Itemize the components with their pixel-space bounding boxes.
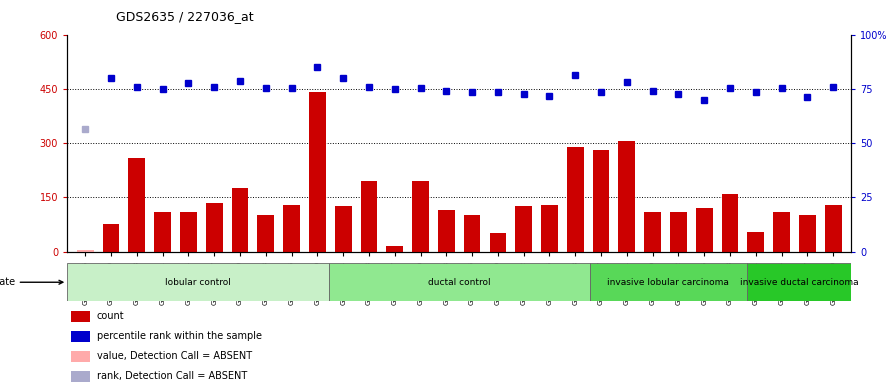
Text: value, Detection Call = ABSENT: value, Detection Call = ABSENT bbox=[97, 351, 252, 361]
Bar bbox=[71, 331, 90, 342]
Bar bbox=[592, 150, 609, 252]
Bar bbox=[231, 188, 248, 252]
Bar bbox=[773, 212, 790, 252]
Text: ductal control: ductal control bbox=[428, 278, 490, 287]
Bar bbox=[412, 181, 429, 252]
Text: invasive ductal carcinoma: invasive ductal carcinoma bbox=[739, 278, 858, 287]
Bar bbox=[515, 206, 532, 252]
Bar bbox=[206, 203, 222, 252]
Bar bbox=[644, 212, 661, 252]
Bar bbox=[386, 246, 403, 252]
Text: GDS2635 / 227036_at: GDS2635 / 227036_at bbox=[116, 10, 254, 23]
Bar bbox=[180, 212, 197, 252]
Bar bbox=[71, 371, 90, 382]
Bar bbox=[799, 215, 815, 252]
Text: invasive lobular carcinoma: invasive lobular carcinoma bbox=[607, 278, 729, 287]
Bar bbox=[824, 205, 841, 252]
Bar bbox=[747, 232, 764, 252]
Bar bbox=[464, 215, 480, 252]
Bar bbox=[257, 215, 274, 252]
Bar bbox=[590, 263, 746, 301]
Bar bbox=[696, 208, 712, 252]
Bar bbox=[154, 212, 171, 252]
Bar bbox=[67, 263, 329, 301]
Bar bbox=[103, 224, 119, 252]
Bar bbox=[329, 263, 590, 301]
Bar bbox=[283, 205, 300, 252]
Text: percentile rank within the sample: percentile rank within the sample bbox=[97, 331, 262, 341]
Bar bbox=[71, 351, 90, 362]
Bar bbox=[567, 147, 583, 252]
Text: disease state: disease state bbox=[0, 277, 63, 287]
Bar bbox=[335, 206, 351, 252]
Bar bbox=[541, 205, 558, 252]
Text: count: count bbox=[97, 311, 125, 321]
Bar bbox=[77, 250, 94, 252]
Bar bbox=[489, 233, 506, 252]
Bar bbox=[670, 212, 687, 252]
Bar bbox=[618, 141, 635, 252]
Bar bbox=[128, 157, 145, 252]
Bar bbox=[71, 311, 90, 322]
Bar bbox=[360, 181, 377, 252]
Text: rank, Detection Call = ABSENT: rank, Detection Call = ABSENT bbox=[97, 371, 247, 381]
Bar bbox=[746, 263, 851, 301]
Text: lobular control: lobular control bbox=[165, 278, 231, 287]
Bar bbox=[309, 93, 326, 252]
Bar bbox=[721, 194, 738, 252]
Bar bbox=[438, 210, 454, 252]
